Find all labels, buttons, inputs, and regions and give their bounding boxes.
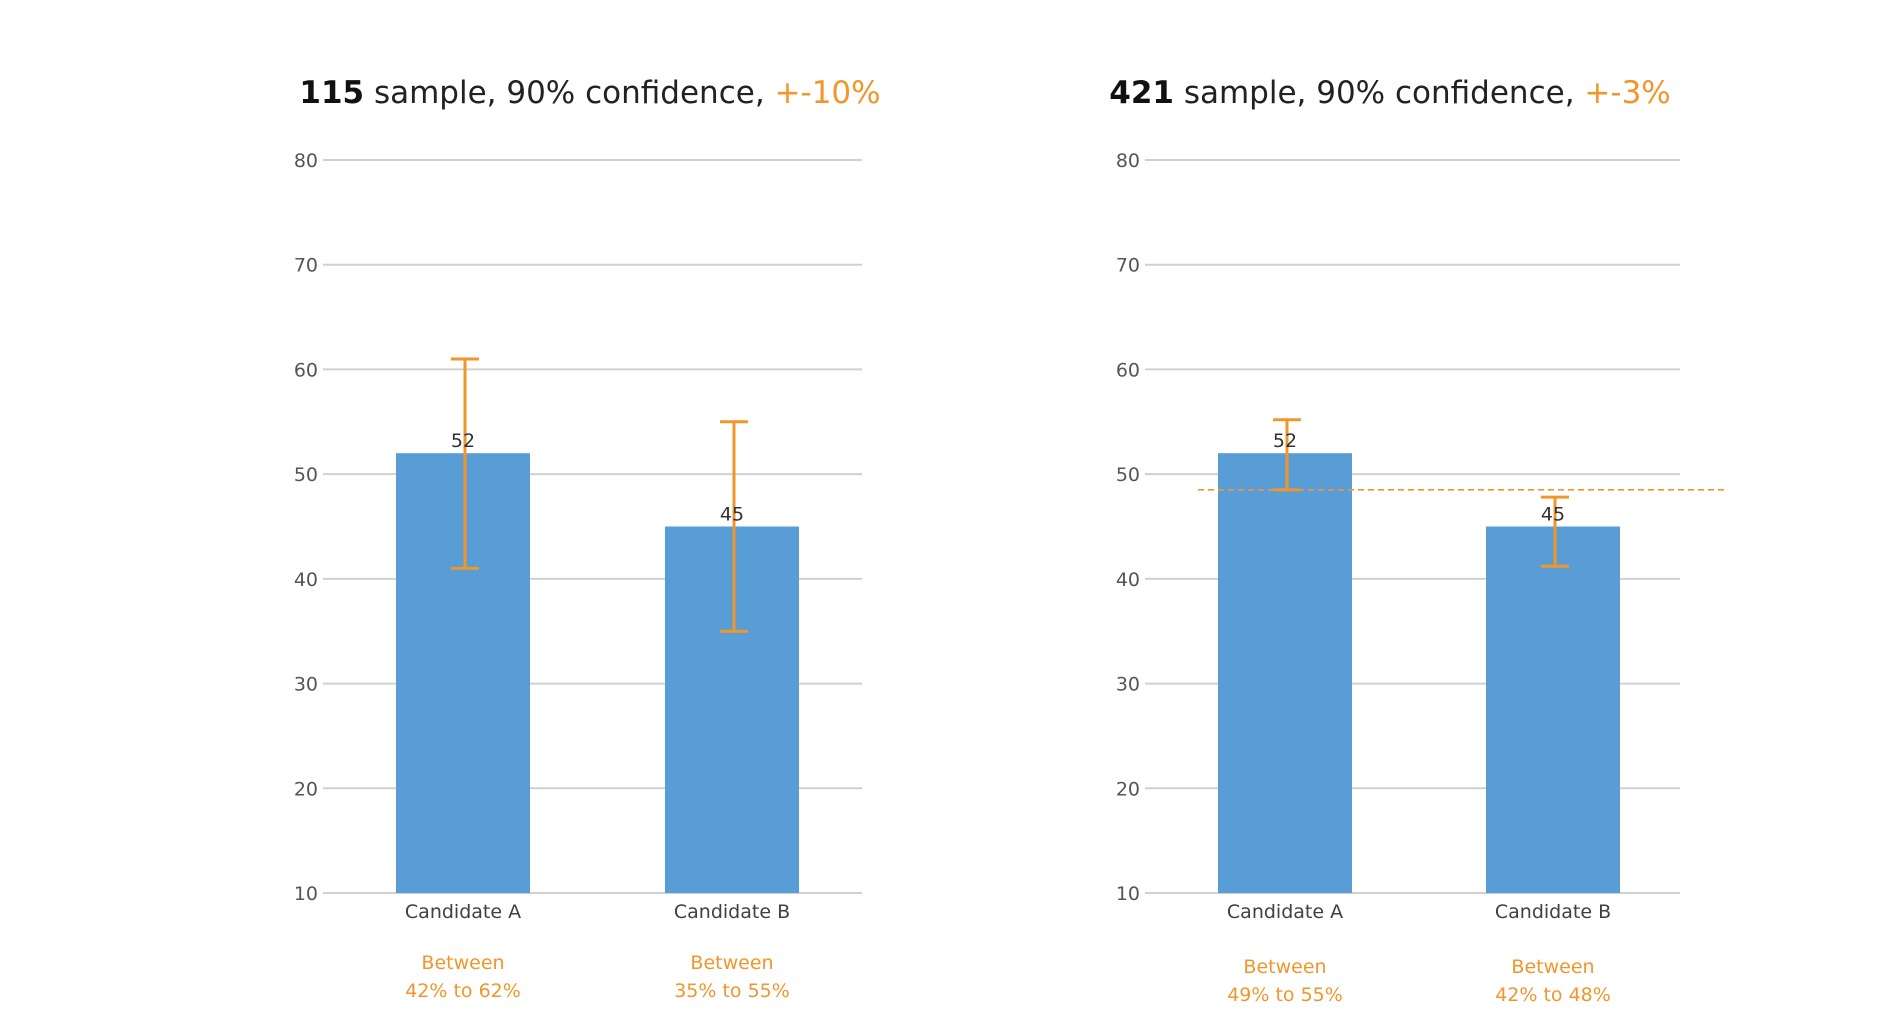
x-tick-label: Candidate A [405,901,521,923]
y-tick-label: 20 [294,778,318,800]
y-tick-label: 80 [1116,150,1140,172]
range-label-line2: 49% to 55% [1227,984,1343,1006]
y-axis: 80 70 60 50 40 30 20 10 [294,150,318,905]
bar [1486,526,1620,893]
y-tick-label: 60 [1116,359,1140,381]
y-tick-label: 30 [294,674,318,696]
y-tick-label: 50 [294,464,318,486]
chart-title: 421 sample, 90% confidence, +-3% [1109,75,1671,111]
x-tick-label: Candidate B [1495,901,1611,923]
y-tick-label: 40 [1116,569,1140,591]
title-margin: +-3% [1584,75,1670,111]
y-tick-label: 70 [294,255,318,277]
labels: 52 45 Candidate A Candidate B Between 49… [1227,430,1611,1006]
chart-title: 115 sample, 90% confidence, +-10% [299,75,880,111]
title-sample-count: 421 [1109,75,1174,111]
y-tick-label: 50 [1116,464,1140,486]
bar [1218,453,1352,893]
y-tick-label: 10 [294,883,318,905]
data-label: 45 [1541,504,1565,526]
y-tick-label: 80 [294,150,318,172]
data-label: 52 [451,430,475,452]
y-tick-label: 40 [294,569,318,591]
range-label-line1: Between [421,952,504,974]
title-margin: +-10% [775,75,881,111]
range-label-line1: Between [690,952,773,974]
x-tick-label: Candidate B [674,901,790,923]
error-bars [451,357,748,633]
x-tick-label: Candidate A [1227,901,1343,923]
range-label-line1: Between [1511,956,1594,978]
y-tick-label: 20 [1116,778,1140,800]
range-label-line2: 35% to 55% [674,980,790,1002]
chart-left: 115 sample, 90% confidence, +-10% 80 70 … [294,75,881,1002]
data-label: 45 [720,504,744,526]
title-text: sample, 90% confidence, [1174,75,1584,111]
y-tick-label: 70 [1116,255,1140,277]
title-sample-count: 115 [299,75,364,111]
range-label-line1: Between [1243,956,1326,978]
range-label-line2: 42% to 62% [405,980,521,1002]
bar [665,526,799,893]
chart-right: 421 sample, 90% confidence, +-3% 80 70 6… [1109,75,1726,1006]
title-text: sample, 90% confidence, [364,75,774,111]
y-tick-label: 30 [1116,674,1140,696]
error-bars [1273,418,1569,568]
y-tick-label: 10 [1116,883,1140,905]
bars [396,453,799,893]
data-label: 52 [1273,430,1297,452]
bars [1218,453,1620,893]
range-label-line2: 42% to 48% [1495,984,1611,1006]
labels: 52 45 Candidate A Candidate B Between 42… [405,430,790,1002]
y-tick-label: 60 [294,359,318,381]
y-axis: 80 70 60 50 40 30 20 10 [1116,150,1140,905]
bar [396,453,530,893]
